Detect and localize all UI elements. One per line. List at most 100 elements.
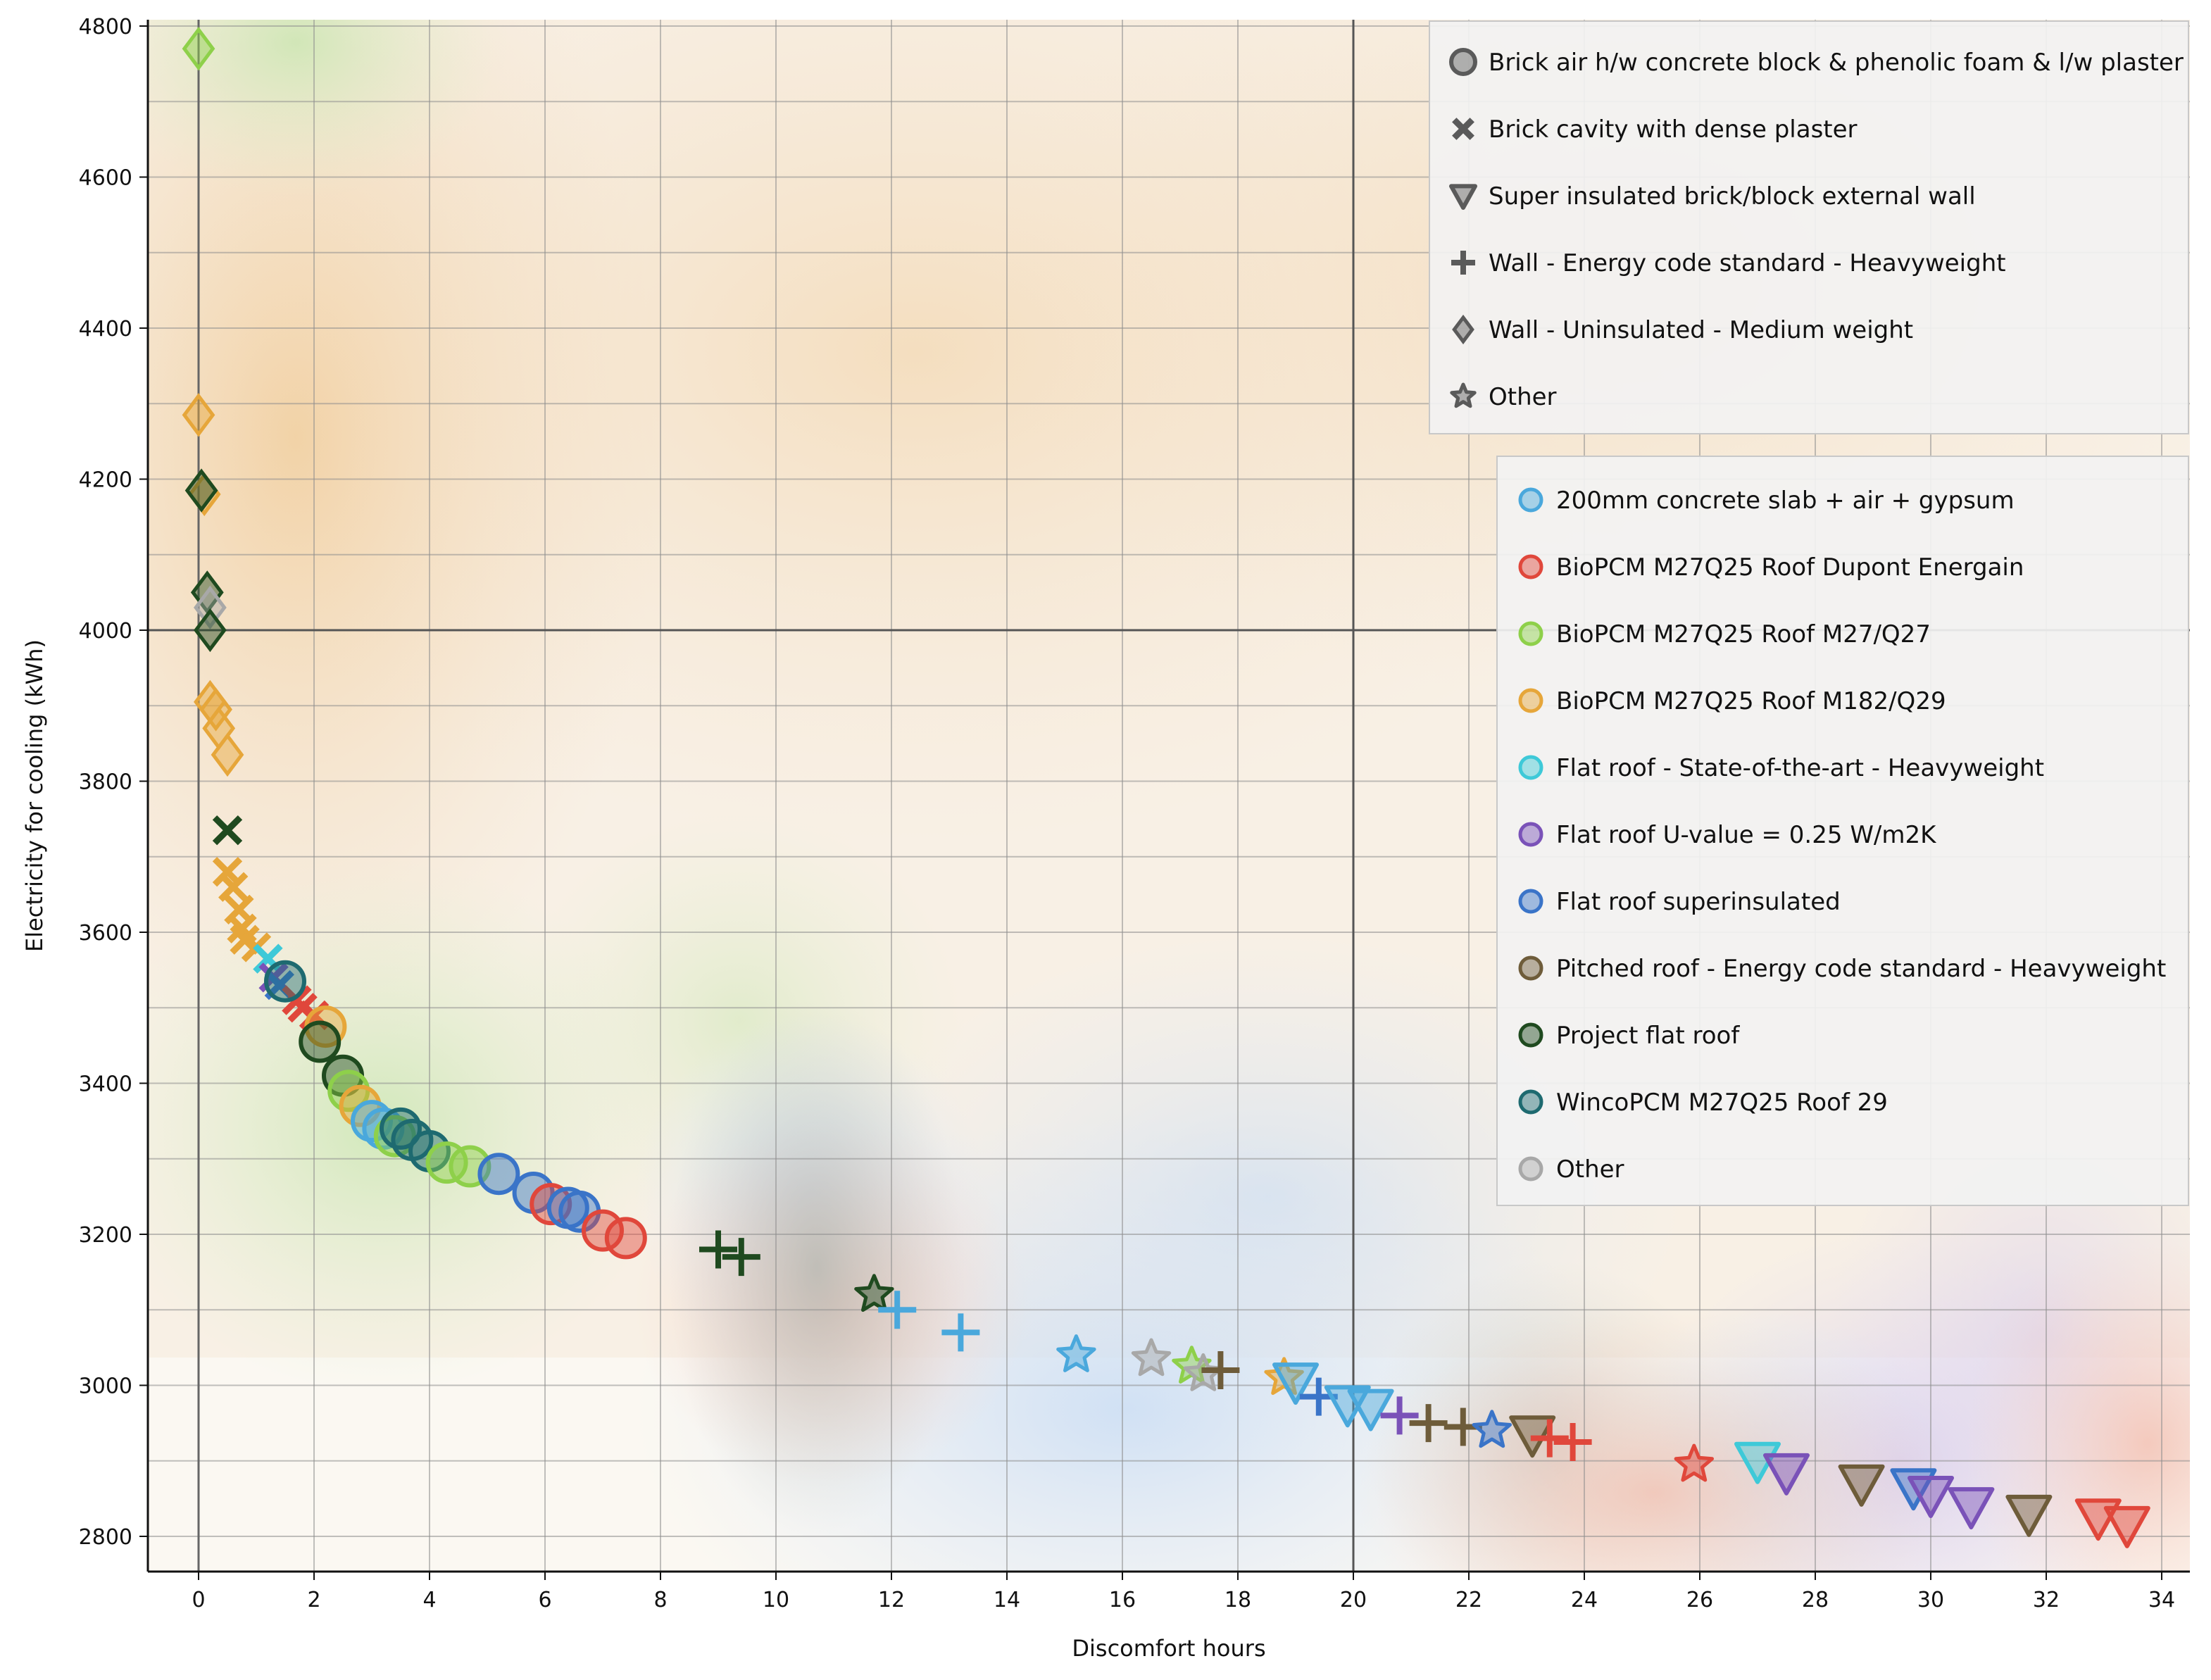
legend-color-swatch [1518, 1156, 1543, 1181]
data-point-triangle [1763, 1453, 1810, 1496]
legend-triangle-icon [1449, 184, 1477, 210]
x-axis-title: Discomfort hours [1072, 1635, 1265, 1662]
data-point-diamond [194, 585, 227, 629]
y-tick-label: 3400 [79, 1072, 132, 1097]
data-point-triangle [1948, 1487, 1995, 1530]
legend-plus-icon [1451, 251, 1475, 275]
data-point-triangle [2005, 1494, 2053, 1537]
data-point-circle [264, 960, 306, 1003]
legend-diamond-icon [1452, 314, 1474, 345]
legend-color-swatch [1518, 889, 1543, 914]
data-point-circle [477, 1153, 520, 1196]
data-point-plus [699, 1230, 737, 1269]
y-tick-label: 2800 [79, 1525, 132, 1550]
x-tick-label: 4 [422, 1588, 436, 1612]
x-tick-label: 16 [1109, 1588, 1136, 1612]
shape-legend: Brick air h/w concrete block & phenolic … [1429, 20, 2189, 434]
x-tick-label: 26 [1686, 1588, 1713, 1612]
x-tick-label: 18 [1224, 1588, 1251, 1612]
data-point-diamond [184, 468, 218, 513]
legend-color-swatch [1518, 955, 1543, 981]
color-legend-label: Pitched roof - Energy code standard - He… [1556, 955, 2166, 983]
y-tick-label: 3200 [79, 1223, 132, 1248]
y-tick-label: 4200 [79, 468, 132, 493]
data-point-star [1472, 1410, 1512, 1448]
shape-legend-box [1429, 20, 2189, 434]
legend-color-swatch [1518, 755, 1543, 780]
shape-legend-label: Brick cavity with dense plaster [1489, 115, 1858, 144]
legend-color-swatch [1518, 688, 1543, 713]
y-tick-label: 4600 [79, 166, 132, 191]
data-point-plus [1409, 1404, 1448, 1443]
data-point-star [1264, 1357, 1304, 1396]
x-tick-label: 8 [653, 1588, 667, 1612]
legend-color-swatch [1518, 621, 1543, 646]
color-legend-box [1496, 456, 2189, 1206]
x-tick-label: 10 [763, 1588, 789, 1612]
color-legend-label: Flat roof U-value = 0.25 W/m2K [1556, 821, 1937, 849]
shape-legend-label: Other [1489, 383, 1557, 411]
data-point-plus [1530, 1419, 1569, 1458]
color-legend-label: Flat roof superinsulated [1556, 888, 1841, 916]
shape-legend-label: Super insulated brick/block external wal… [1489, 182, 1976, 211]
color-legend-label: Flat roof - State-of-the-art - Heavyweig… [1556, 754, 2044, 782]
y-tick-label: 4800 [79, 15, 132, 39]
data-point-star [1674, 1443, 1714, 1482]
x-tick-label: 22 [1455, 1588, 1482, 1612]
x-tick-label: 32 [2033, 1588, 2060, 1612]
data-point-star [854, 1274, 894, 1312]
data-point-plus [722, 1238, 760, 1277]
data-point-diamond [182, 27, 215, 71]
data-point-triangle [1272, 1362, 1319, 1405]
shape-legend-label: Brick air h/w concrete block & phenolic … [1489, 49, 2184, 77]
x-tick-label: 12 [878, 1588, 905, 1612]
data-point-diamond [194, 608, 227, 653]
legend-color-swatch [1518, 554, 1543, 579]
color-legend-label: Other [1556, 1155, 1624, 1184]
data-point-cross [212, 815, 243, 846]
y-tick-label: 4400 [79, 317, 132, 341]
data-point-circle [582, 1209, 624, 1252]
axes: 0 2 4 6 8 10 12 14 16 18 20 22 24 26 28 30 32 34280030003… [79, 15, 2190, 1612]
data-point-cross [218, 872, 249, 902]
legend-color-swatch [1518, 1022, 1543, 1048]
data-point-circle [604, 1217, 647, 1260]
shape-legend-label: Wall - Energy code standard - Heavyweigh… [1489, 249, 2006, 277]
legend-color-swatch [1518, 822, 1543, 847]
y-tick-label: 3000 [79, 1374, 132, 1399]
legend-circle-icon [1449, 48, 1477, 76]
data-point-triangle [1347, 1388, 1394, 1431]
data-point-triangle [1838, 1464, 1885, 1507]
x-tick-label: 14 [994, 1588, 1020, 1612]
x-tick-label: 28 [1802, 1588, 1829, 1612]
data-point-plus [941, 1313, 980, 1352]
x-tick-label: 0 [192, 1588, 205, 1612]
data-point-diamond [211, 732, 244, 777]
data-point-star [1056, 1334, 1096, 1372]
data-point-plus [1553, 1422, 1592, 1461]
x-tick-label: 30 [1917, 1588, 1944, 1612]
data-point-plus [1201, 1351, 1240, 1390]
data-point-triangle [1908, 1476, 1954, 1519]
data-points [182, 27, 2150, 1548]
data-point-diamond [199, 687, 232, 732]
y-tick-label: 3600 [79, 921, 132, 946]
legend-color-swatch [1518, 487, 1543, 513]
y-tick-label: 4000 [79, 619, 132, 644]
x-tick-label: 34 [2148, 1588, 2175, 1612]
color-legend-label: BioPCM M27Q25 Roof M27/Q27 [1556, 620, 1931, 648]
color-legend-label: BioPCM M27Q25 Roof Dupont Energain [1556, 553, 2024, 582]
x-tick-label: 24 [1571, 1588, 1598, 1612]
color-legend: 200mm concrete slab + air + gypsum BioPCM… [1496, 456, 2189, 1206]
y-axis-title: Electricity for cooling (kWh) [21, 639, 48, 952]
data-point-triangle [2103, 1505, 2150, 1548]
legend-color-swatch [1518, 1089, 1543, 1115]
x-tick-label: 2 [307, 1588, 320, 1612]
x-tick-label: 20 [1340, 1588, 1367, 1612]
color-legend-label: Project flat roof [1556, 1022, 1740, 1050]
color-legend-label: WincoPCM M27Q25 Roof 29 [1556, 1089, 1888, 1117]
legend-star-icon [1450, 382, 1477, 408]
color-legend-label: BioPCM M27Q25 Roof M182/Q29 [1556, 687, 1946, 715]
shape-legend-label: Wall - Uninsulated - Medium weight [1489, 316, 1913, 344]
